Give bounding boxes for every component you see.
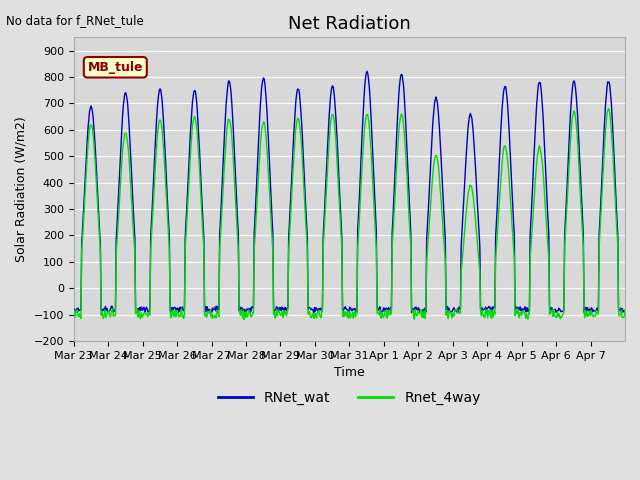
Y-axis label: Solar Radiation (W/m2): Solar Radiation (W/m2) — [15, 116, 28, 262]
Text: MB_tule: MB_tule — [88, 61, 143, 74]
Legend: RNet_wat, Rnet_4way: RNet_wat, Rnet_4way — [212, 385, 486, 410]
Title: Net Radiation: Net Radiation — [288, 15, 411, 33]
X-axis label: Time: Time — [334, 366, 365, 379]
Text: No data for f_RNet_tule: No data for f_RNet_tule — [6, 14, 144, 27]
